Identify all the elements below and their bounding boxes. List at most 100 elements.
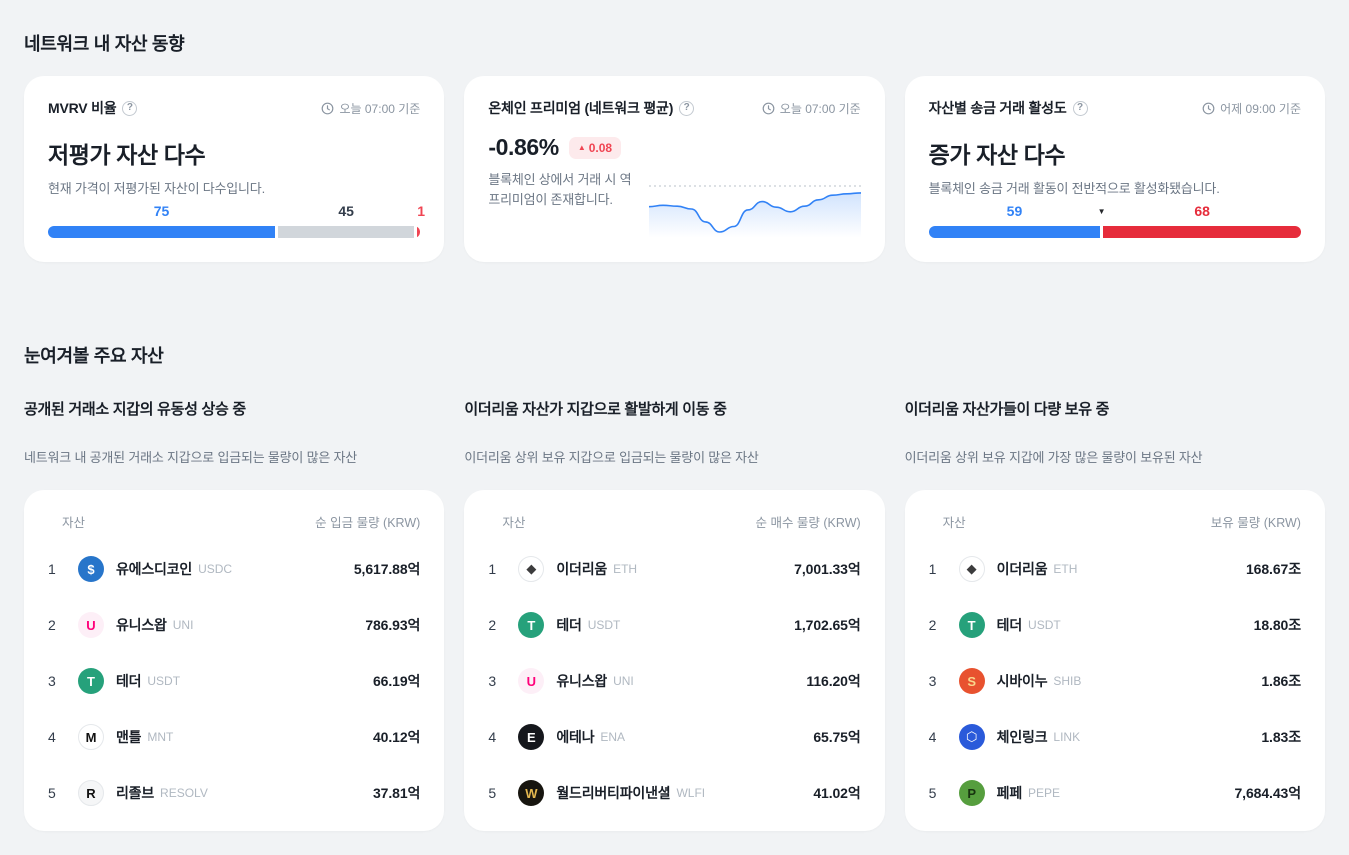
asset-row[interactable]: 2 T 테더 USDT 18.80조 <box>929 597 1301 653</box>
asset-column-whale-holdings: 이더리움 자산가들이 다량 보유 중 이더리움 상위 보유 지갑에 가장 많은 … <box>904 368 1325 831</box>
card-title: MVRV 비율 <box>48 100 117 116</box>
premium-value: -0.86% <box>488 134 559 160</box>
asset-row[interactable]: 1 $ 유에스디코인 USDC 5,617.88억 <box>48 541 420 597</box>
asset-row[interactable]: 1 ◆ 이더리움 ETH 168.67조 <box>929 541 1301 597</box>
bar-value: 75 <box>153 203 170 219</box>
asset-name: 시바이누 <box>996 673 1048 689</box>
asset-value: 37.81억 <box>373 785 421 801</box>
card-title: 자산별 송금 거래 활성도 <box>928 100 1067 116</box>
asset-ticker: UNI <box>613 674 634 688</box>
asset-value: 1,702.65억 <box>794 617 861 633</box>
timestamp-label: 오늘 07:00 기준 <box>779 101 861 116</box>
ethereum-coin-icon: ◆ <box>518 556 545 582</box>
asset-row[interactable]: 4 ⬡ 체인링크 LINK 1.83조 <box>929 709 1301 765</box>
card-header: 온체인 프리미엄 (네트워크 평균) ? 오늘 07:00 기준 <box>488 98 860 118</box>
asset-ticker: MNT <box>147 730 174 744</box>
column-heading: 이더리움 자산가들이 다량 보유 중 <box>904 401 1110 418</box>
asset-table-card: 자산 순 매수 물량 (KRW) 1 ◆ 이더리움 ETH 7,001.33억 2 T 테더 U… <box>464 490 885 831</box>
asset-row[interactable]: 5 W 월드리버티파이낸셜 WLFI 41.02억 <box>488 765 861 821</box>
asset-rank: 4 <box>488 729 497 745</box>
column-description: 네트워크 내 공개된 거래소 지갑으로 입금되는 물량이 많은 자산 <box>24 450 358 465</box>
chainlink-coin-icon: ⬡ <box>958 724 985 750</box>
asset-column-whale-buying: 이더리움 자산가 지갑으로 활발하게 이동 중 이더리움 상위 보유 지갑으로 … <box>464 368 885 831</box>
usdc-coin-icon: $ <box>78 556 104 582</box>
column-heading: 공개된 거래소 지갑의 유동성 상승 중 <box>24 401 246 418</box>
asset-ticker: USDC <box>198 562 233 576</box>
asset-value: 65.75억 <box>813 729 861 745</box>
resolv-coin-icon: R <box>78 780 104 806</box>
tether-coin-icon: T <box>518 612 545 638</box>
tether-coin-icon: T <box>78 668 104 694</box>
column-header-asset: 자산 <box>502 516 526 530</box>
asset-value: 7,001.33억 <box>794 561 861 577</box>
shiba-inu-coin-icon: S <box>958 668 985 694</box>
column-header-value: 순 매수 물량 (KRW) <box>755 516 861 530</box>
asset-name: 이더리움 <box>996 561 1048 577</box>
table-header: 자산 보유 물량 (KRW) <box>929 498 1301 541</box>
asset-row[interactable]: 3 U 유니스왑 UNI 116.20억 <box>488 653 861 709</box>
clock-icon <box>322 102 334 114</box>
table-header: 자산 순 매수 물량 (KRW) <box>488 498 860 541</box>
help-icon[interactable]: ? <box>1072 100 1088 116</box>
bar-value: 45 <box>338 203 354 219</box>
asset-value: 66.19억 <box>373 673 421 689</box>
asset-table-card: 자산 순 입금 물량 (KRW) 1 $ 유에스디코인 USDC 5,617.88억 2 U… <box>24 490 445 831</box>
asset-name: 테더 <box>996 617 1023 633</box>
asset-rank: 2 <box>48 617 56 633</box>
clock-icon <box>1202 102 1215 114</box>
bar-value: 1 <box>417 203 426 219</box>
asset-ticker: USDT <box>147 674 181 688</box>
asset-value: 40.12억 <box>373 729 421 745</box>
asset-value: 7,684.43억 <box>1234 785 1302 801</box>
column-header-value: 보유 물량 (KRW) <box>1210 516 1301 530</box>
card-title: 온체인 프리미엄 (네트워크 평균) <box>488 100 674 116</box>
column-header-value: 순 입금 물량 (KRW) <box>315 516 421 530</box>
asset-row[interactable]: 4 M 맨틀 MNT 40.12억 <box>48 709 420 765</box>
asset-row[interactable]: 1 ◆ 이더리움 ETH 7,001.33억 <box>488 541 861 597</box>
asset-ticker: ETH <box>1053 562 1078 576</box>
asset-rank: 5 <box>928 785 937 801</box>
asset-table-rows: 1 ◆ 이더리움 ETH 168.67조 2 T 테더 USDT 18.80조 3 S 시바이누 SHIB… <box>929 541 1301 821</box>
asset-row[interactable]: 4 E 에테나 ENA 65.75억 <box>488 709 861 765</box>
column-header-asset: 자산 <box>942 516 966 530</box>
activity-headline: 증가 자산 다수 <box>928 142 1066 168</box>
asset-value: 1.83조 <box>1261 729 1301 745</box>
asset-value: 18.80조 <box>1253 617 1301 633</box>
column-heading: 이더리움 자산가 지갑으로 활발하게 이동 중 <box>464 401 727 418</box>
asset-row[interactable]: 3 T 테더 USDT 66.19억 <box>48 653 420 709</box>
asset-name: 리졸브 <box>116 785 155 801</box>
asset-ticker: UNI <box>172 618 194 632</box>
asset-value: 116.20억 <box>806 673 861 689</box>
column-description: 이더리움 상위 보유 지갑에 가장 많은 물량이 보유된 자산 <box>904 450 1203 465</box>
asset-row[interactable]: 5 R 리졸브 RESOLV 37.81억 <box>48 765 420 821</box>
asset-row[interactable]: 2 U 유니스왑 UNI 786.93억 <box>48 597 420 653</box>
up-arrow-icon: ▲ <box>577 143 586 152</box>
timestamp: 오늘 07:00 기준 <box>321 100 420 117</box>
mvrv-headline: 저평가 자산 다수 <box>48 142 206 168</box>
asset-row[interactable]: 2 T 테더 USDT 1,702.65억 <box>488 597 861 653</box>
asset-ticker: USDT <box>587 618 621 632</box>
mantle-coin-icon: M <box>78 724 104 750</box>
section-title-network-trends: 네트워크 내 자산 동향 <box>24 34 185 54</box>
help-icon[interactable]: ? <box>122 100 138 116</box>
bar-segment <box>48 226 276 238</box>
asset-name: 유에스디코인 <box>116 561 193 577</box>
bar-segment <box>417 226 421 238</box>
asset-row[interactable]: 3 S 시바이누 SHIB 1.86조 <box>929 653 1301 709</box>
asset-table-rows: 1 $ 유에스디코인 USDC 5,617.88억 2 U 유니스왑 UNI 786.93억 3 T 테… <box>48 541 420 821</box>
transfer-activity-card: 자산별 송금 거래 활성도 ? 어제 09:00 기준 증가 자산 다수 블록체… <box>904 76 1325 262</box>
asset-rank: 4 <box>48 729 56 745</box>
card-header: MVRV 비율 ? 오늘 07:00 기준 <box>48 98 420 118</box>
help-icon[interactable]: ? <box>679 100 695 116</box>
asset-name: 월드리버티파이낸셜 <box>556 785 671 801</box>
asset-row[interactable]: 5 P 페페 PEPE 7,684.43억 <box>929 765 1301 821</box>
mvrv-card: MVRV 비율 ? 오늘 07:00 기준 저평가 자산 다수 현재 가격이 저… <box>24 76 445 262</box>
pepe-coin-icon: P <box>958 780 985 806</box>
activity-description: 블록체인 송금 거래 활동이 전반적으로 활성화됐습니다. <box>928 181 1220 196</box>
trend-cards-row: MVRV 비율 ? 오늘 07:00 기준 저평가 자산 다수 현재 가격이 저… <box>24 76 1325 262</box>
asset-name: 에테나 <box>556 729 595 745</box>
asset-rank: 2 <box>488 617 497 633</box>
asset-rank: 1 <box>48 561 56 577</box>
asset-value: 1.86조 <box>1261 673 1301 689</box>
